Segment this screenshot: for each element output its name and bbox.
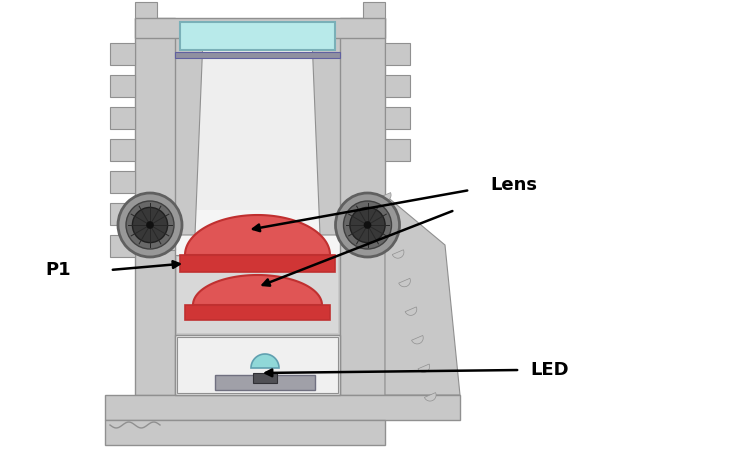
Text: P1: P1 — [45, 261, 71, 279]
Polygon shape — [386, 221, 397, 230]
Polygon shape — [405, 307, 417, 315]
Bar — [110, 43, 135, 65]
Bar — [110, 139, 135, 161]
Bar — [135, 2, 157, 20]
Circle shape — [336, 193, 400, 257]
Bar — [110, 235, 135, 257]
Polygon shape — [312, 38, 348, 235]
Bar — [175, 335, 340, 395]
Polygon shape — [167, 38, 203, 235]
Bar — [185, 305, 330, 320]
Polygon shape — [379, 193, 391, 201]
Polygon shape — [193, 275, 322, 305]
Bar — [110, 107, 135, 129]
Bar — [253, 373, 277, 383]
Circle shape — [126, 201, 174, 249]
Circle shape — [146, 221, 154, 229]
Bar — [180, 22, 335, 50]
Circle shape — [364, 221, 372, 229]
Polygon shape — [399, 278, 411, 287]
Bar — [175, 38, 340, 395]
Bar — [340, 18, 385, 395]
Circle shape — [344, 201, 392, 249]
Polygon shape — [425, 393, 436, 401]
Bar — [177, 257, 338, 333]
Bar — [175, 255, 340, 335]
Polygon shape — [251, 354, 279, 368]
Bar — [385, 139, 410, 161]
Polygon shape — [385, 195, 460, 395]
Bar — [140, 235, 175, 250]
Bar — [180, 255, 335, 272]
Bar — [177, 337, 338, 393]
Bar — [105, 420, 385, 445]
Bar — [215, 375, 315, 390]
Text: LED: LED — [530, 361, 569, 379]
Circle shape — [350, 207, 385, 243]
Bar — [110, 75, 135, 97]
Circle shape — [118, 193, 182, 257]
Bar — [175, 52, 340, 58]
Bar — [135, 18, 175, 395]
Text: Lens: Lens — [490, 176, 537, 194]
Circle shape — [132, 207, 168, 243]
Bar — [363, 2, 385, 20]
Bar — [110, 171, 135, 193]
Bar — [385, 75, 410, 97]
Bar — [105, 395, 460, 420]
Polygon shape — [411, 336, 423, 344]
Bar — [385, 107, 410, 129]
Polygon shape — [392, 250, 404, 258]
Bar — [135, 18, 385, 38]
Bar — [385, 43, 410, 65]
Bar — [110, 203, 135, 225]
Bar — [177, 38, 338, 210]
Polygon shape — [185, 215, 330, 255]
Polygon shape — [418, 364, 430, 373]
